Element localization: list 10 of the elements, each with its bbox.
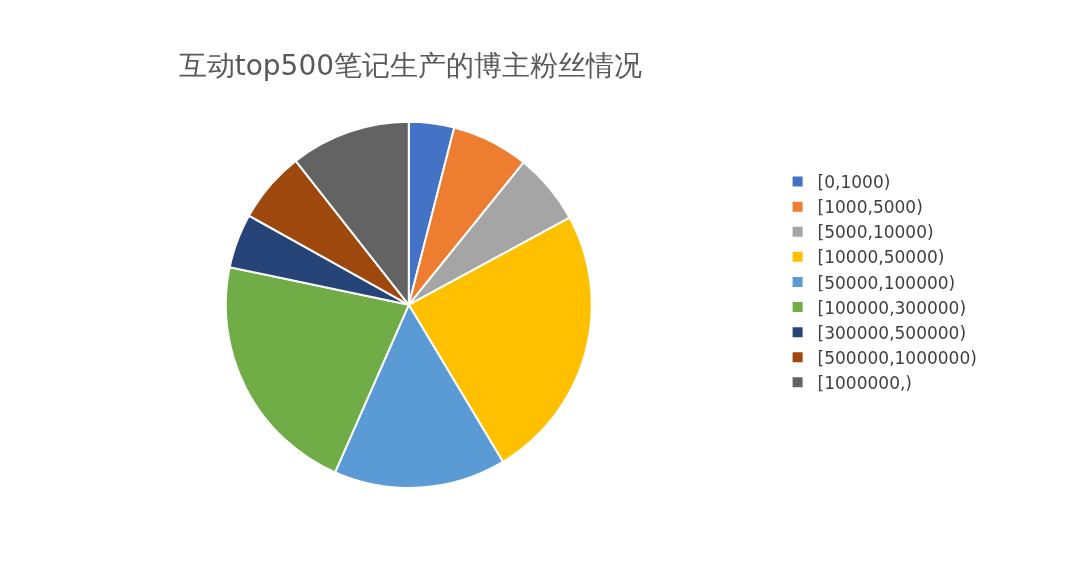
legend-label: [500000,1000000) (817, 347, 977, 368)
legend-label: [100000,300000) (817, 297, 967, 318)
legend-label: [300000,500000) (817, 322, 967, 343)
chart-title: 互动top500笔记生产的博主粉丝情况 (178, 48, 643, 82)
legend-label: [10000,50000) (817, 247, 945, 268)
legend-label: [1000000,) (817, 372, 912, 393)
legend-label: [1000,5000) (817, 197, 923, 218)
legend-label: [5000,10000) (817, 222, 934, 243)
legend-label: [50000,100000) (817, 272, 956, 293)
legend-label: [0,1000) (817, 172, 891, 193)
